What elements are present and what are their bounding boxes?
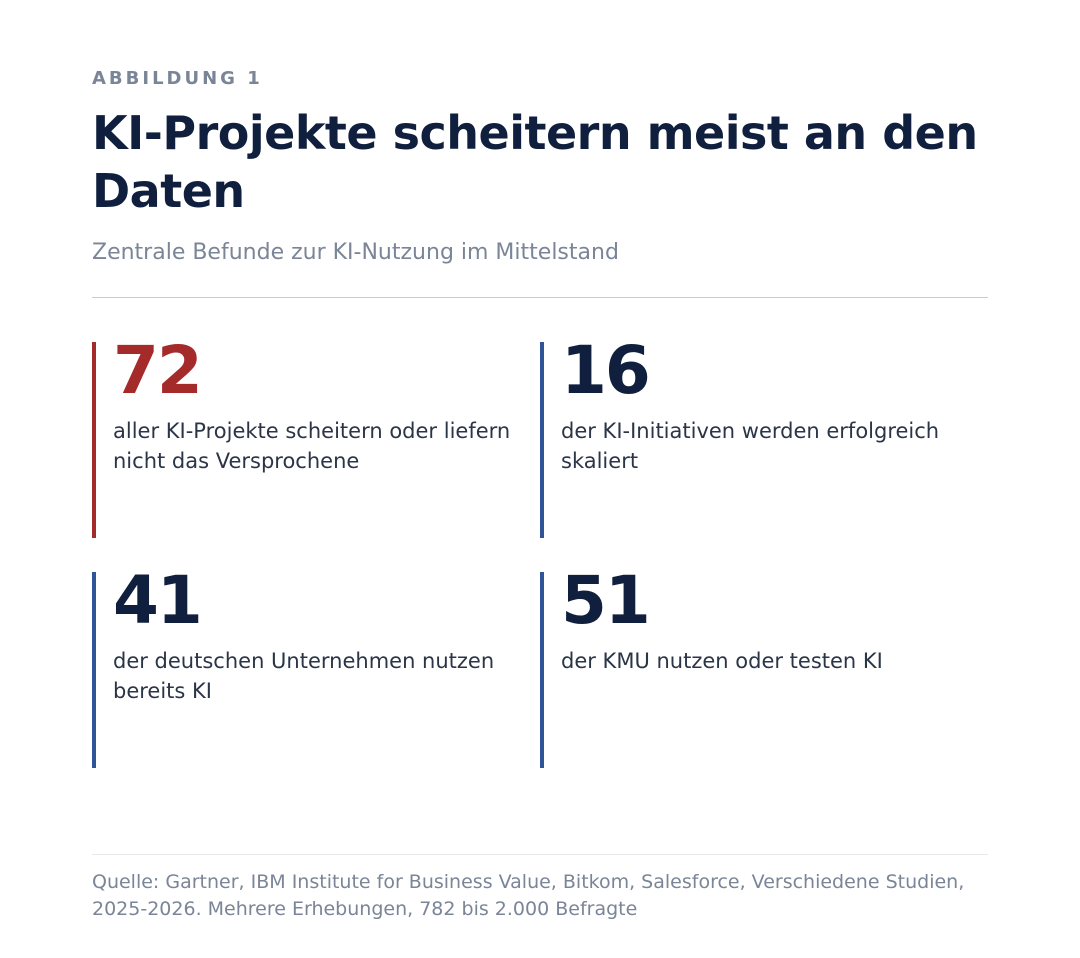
stat-description: der deutschen Unternehmen nutzen bereits… <box>113 649 495 703</box>
stat-accent-bar <box>540 342 544 538</box>
figure-label: ABBILDUNG 1 <box>92 68 263 89</box>
stat-value: 41 <box>113 562 203 639</box>
stat-value: 16 <box>561 332 651 409</box>
chart-title: KI-Projekte scheitern meist an den Daten <box>92 106 978 218</box>
stat-accent-bar <box>92 342 96 538</box>
stat-accent-bar <box>540 572 544 768</box>
stat-card-2: 16 der KI-Initiativen werden erfolgreich… <box>540 338 960 538</box>
stat-card-3: 41 der deutschen Unternehmen nutzen bere… <box>92 568 512 768</box>
stat-description: der KMU nutzen oder testen KI <box>561 649 883 673</box>
footer-divider <box>92 854 988 855</box>
header-divider <box>92 297 988 298</box>
stat-value: 51 <box>561 562 651 639</box>
stat-card-4: 51 der KMU nutzen oder testen KI <box>540 568 960 768</box>
stat-card-1: 72 aller KI-Projekte scheitern oder lief… <box>92 338 512 538</box>
source-note: Quelle: Gartner, IBM Institute for Busin… <box>92 871 965 920</box>
stat-accent-bar <box>92 572 96 768</box>
stat-description: der KI-Initiativen werden erfolgreich sk… <box>561 419 940 473</box>
stat-value: 72 <box>113 332 203 409</box>
stat-description: aller KI-Projekte scheitern oder liefern… <box>113 419 511 473</box>
chart-subtitle: Zentrale Befunde zur KI-Nutzung im Mitte… <box>92 240 619 265</box>
